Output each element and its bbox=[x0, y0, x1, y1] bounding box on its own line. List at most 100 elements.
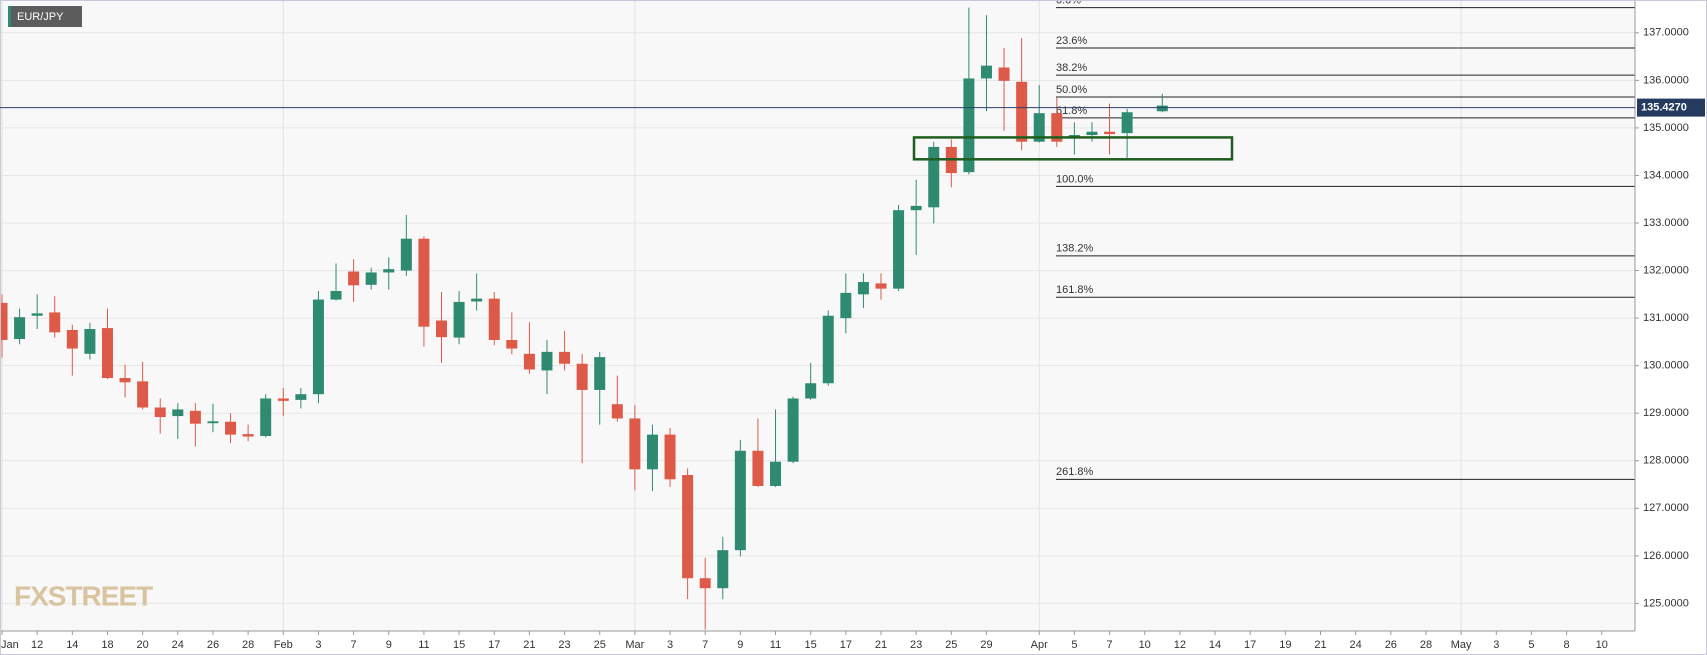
candle-body bbox=[295, 394, 307, 400]
x-tick-label: 24 bbox=[1350, 639, 1362, 651]
y-tick-label: 135.0000 bbox=[1643, 122, 1689, 134]
x-tick-label: 11 bbox=[418, 639, 429, 651]
candle-body bbox=[857, 281, 869, 295]
x-tick-label: 12 bbox=[1174, 639, 1186, 651]
fib-label: 261.8% bbox=[1056, 466, 1094, 478]
x-tick-label: 10 bbox=[1139, 639, 1151, 651]
candle-body bbox=[1051, 113, 1063, 142]
candle-body bbox=[682, 475, 694, 579]
y-tick-label: 133.0000 bbox=[1643, 217, 1689, 229]
x-tick-label: 29 bbox=[980, 639, 992, 651]
candle-body bbox=[840, 292, 852, 319]
candle-body bbox=[348, 271, 360, 286]
candle-body bbox=[893, 210, 905, 289]
x-tick-label: 17 bbox=[840, 639, 852, 651]
y-tick-label: 130.0000 bbox=[1643, 360, 1689, 372]
candle-body bbox=[225, 421, 237, 435]
x-tick-label: 14 bbox=[66, 639, 78, 651]
candle-body bbox=[418, 238, 430, 327]
candle-body bbox=[330, 291, 342, 300]
candle-body bbox=[1104, 131, 1116, 135]
candle-body bbox=[14, 317, 26, 340]
candle-body bbox=[383, 269, 395, 273]
candle-body bbox=[277, 398, 289, 401]
fib-label: 23.6% bbox=[1056, 35, 1087, 47]
x-tick-label: Jan bbox=[1, 639, 19, 651]
candle-body bbox=[84, 329, 96, 354]
x-tick-label: 12 bbox=[31, 639, 43, 651]
candle-body bbox=[963, 78, 975, 173]
candle-body bbox=[576, 363, 588, 390]
candle-body bbox=[875, 283, 887, 289]
candle-body bbox=[559, 351, 571, 364]
candle-body bbox=[119, 378, 131, 383]
x-tick-label: 28 bbox=[1420, 639, 1432, 651]
candle-body bbox=[822, 315, 834, 384]
x-tick-label: 10 bbox=[1596, 639, 1608, 651]
x-tick-label: 25 bbox=[945, 639, 957, 651]
x-tick-label: 9 bbox=[737, 639, 743, 651]
candle-body bbox=[453, 301, 465, 338]
y-tick-label: 132.0000 bbox=[1643, 264, 1689, 276]
candle-body bbox=[506, 339, 518, 349]
candle-body bbox=[805, 383, 817, 399]
y-tick-label: 125.0000 bbox=[1643, 597, 1689, 609]
candle-body bbox=[471, 298, 483, 302]
x-tick-label: 7 bbox=[702, 639, 708, 651]
x-tick-label: 11 bbox=[770, 639, 781, 651]
fib-label: 138.2% bbox=[1056, 243, 1094, 255]
x-tick-label: 15 bbox=[805, 639, 817, 651]
candle-body bbox=[172, 409, 184, 417]
fib-label: 161.8% bbox=[1056, 284, 1094, 296]
y-tick-label: 137.0000 bbox=[1643, 27, 1689, 39]
candle-body bbox=[611, 404, 623, 419]
title-box bbox=[8, 6, 82, 27]
candle-body bbox=[101, 328, 113, 379]
candle-body bbox=[699, 578, 711, 589]
x-tick-label: 21 bbox=[1314, 639, 1326, 651]
y-tick-label: 127.0000 bbox=[1643, 502, 1689, 514]
candle-body bbox=[137, 381, 149, 408]
candle-body bbox=[66, 330, 78, 349]
x-tick-label: 21 bbox=[523, 639, 535, 651]
candle-body bbox=[189, 410, 201, 424]
x-tick-label: 3 bbox=[315, 639, 321, 651]
candle-body bbox=[0, 302, 8, 340]
title-accent bbox=[8, 6, 11, 27]
y-tick-label: 129.0000 bbox=[1643, 407, 1689, 419]
x-tick-label: 7 bbox=[1106, 639, 1112, 651]
y-tick-label: 134.0000 bbox=[1643, 169, 1689, 181]
candle-body bbox=[787, 398, 799, 462]
y-tick-label: 126.0000 bbox=[1643, 550, 1689, 562]
candle-body bbox=[207, 421, 219, 424]
candle-body bbox=[260, 398, 272, 437]
chart-title: EUR/JPY bbox=[17, 11, 64, 23]
candle-body bbox=[154, 407, 166, 418]
candle-body bbox=[594, 357, 606, 390]
x-tick-label: Mar bbox=[625, 639, 644, 651]
x-tick-label: 25 bbox=[594, 639, 606, 651]
y-tick-label: 131.0000 bbox=[1643, 312, 1689, 324]
fib-label: 100.0% bbox=[1056, 173, 1094, 185]
candle-body bbox=[1156, 105, 1168, 112]
watermark: FXSTREET bbox=[14, 580, 153, 611]
x-tick-label: 23 bbox=[558, 639, 570, 651]
x-tick-label: 3 bbox=[667, 639, 673, 651]
candle-body bbox=[770, 461, 782, 486]
x-tick-label: 24 bbox=[172, 639, 184, 651]
candle-body bbox=[910, 205, 922, 211]
candle-body bbox=[523, 353, 535, 370]
x-tick-label: Feb bbox=[274, 639, 293, 651]
plot-background bbox=[0, 0, 1635, 631]
support-zone bbox=[912, 136, 1234, 161]
y-tick-label: 136.0000 bbox=[1643, 74, 1689, 86]
y-tick-label: 128.0000 bbox=[1643, 455, 1689, 467]
candle-body bbox=[312, 299, 324, 395]
fib-label: 50.0% bbox=[1056, 84, 1087, 96]
x-tick-label: 15 bbox=[453, 639, 465, 651]
candle-body bbox=[242, 434, 254, 437]
last-price-box bbox=[1637, 98, 1705, 117]
x-tick-label: 17 bbox=[488, 639, 500, 651]
x-tick-label: 14 bbox=[1209, 639, 1221, 651]
